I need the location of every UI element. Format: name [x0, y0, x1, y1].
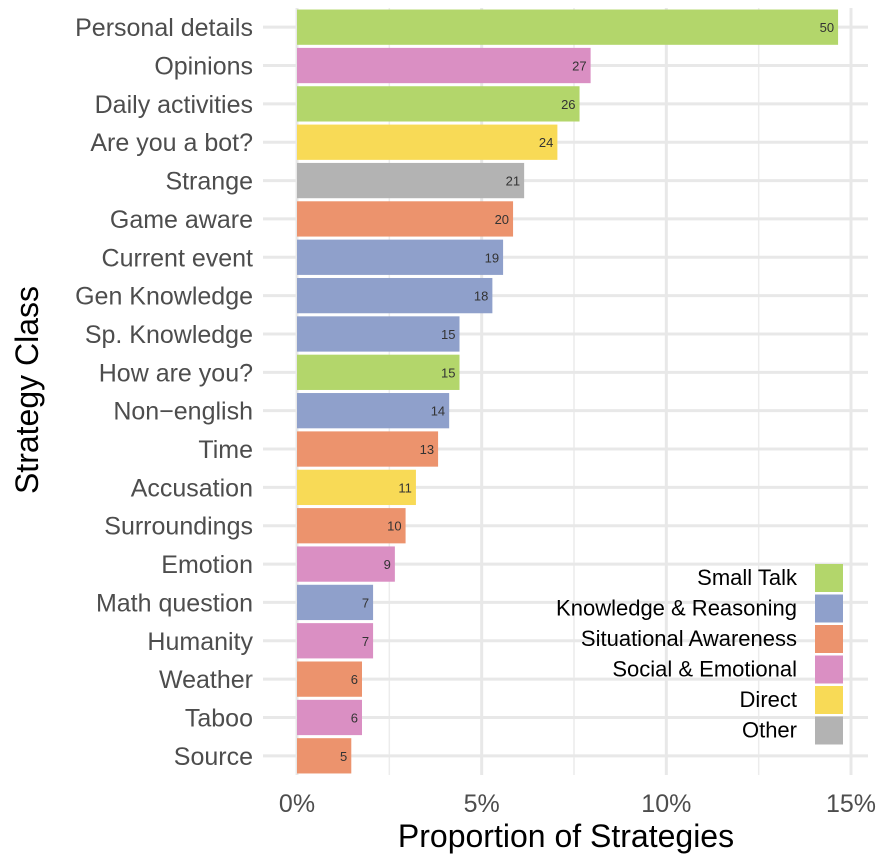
bar-value-label: 6	[351, 710, 358, 725]
legend-label: Situational Awareness	[581, 626, 797, 651]
bar-value-label: 11	[398, 480, 412, 495]
x-tick-label: 10%	[641, 790, 691, 818]
bar-weather	[297, 661, 363, 697]
legend-key	[815, 686, 843, 714]
bar-value-label: 9	[384, 557, 391, 572]
bar-value-label: 7	[362, 634, 369, 649]
bar-value-label: 15	[441, 365, 455, 380]
bar-value-label: 26	[561, 97, 575, 112]
legend-label: Other	[742, 718, 797, 743]
category-label: Gen Knowledge	[75, 283, 253, 311]
bar-value-label: 19	[485, 250, 499, 265]
bar-time	[297, 431, 439, 467]
bar-value-label: 14	[431, 404, 445, 419]
bar-value-label: 13	[420, 442, 434, 457]
bar-taboo	[297, 699, 363, 736]
bar-strange	[297, 162, 525, 199]
category-label: Are you a bot?	[90, 129, 253, 157]
bar-game-aware	[297, 201, 514, 237]
legend-label: Social & Emotional	[612, 657, 797, 682]
legend-label: Knowledge & Reasoning	[556, 596, 797, 621]
category-label: Weather	[159, 666, 253, 694]
category-label: Surroundings	[104, 513, 253, 541]
x-tick-label: 0%	[279, 790, 315, 818]
bar-value-label: 20	[495, 212, 509, 227]
legend-label: Small Talk	[697, 565, 798, 590]
bar-value-label: 5	[340, 749, 347, 764]
legend-key	[815, 564, 843, 592]
bar-daily-activities	[297, 86, 580, 122]
legend: Small Talk Knowledge & Reasoning Situation…	[556, 564, 843, 745]
bar-emotion	[297, 546, 395, 582]
category-label: Current event	[102, 244, 254, 272]
legend-key	[815, 625, 843, 653]
bar-opinions	[297, 47, 591, 84]
category-label: Non−english	[113, 398, 253, 426]
bar-surroundings	[297, 508, 406, 544]
category-label: Strange	[165, 168, 253, 196]
x-tick-labels: 0% 5% 10% 15%	[279, 790, 876, 818]
bar-accusation	[297, 469, 416, 506]
y-axis-title: Strategy Class	[9, 286, 45, 494]
bar-value-label: 18	[474, 289, 488, 304]
bar-personal-details	[297, 9, 839, 45]
category-label: Accusation	[131, 474, 253, 502]
category-label: Personal details	[75, 14, 253, 42]
x-tick-label: 15%	[826, 790, 876, 818]
bar-current-event	[297, 239, 504, 275]
legend-label: Direct	[740, 687, 797, 712]
legend-key	[815, 716, 843, 745]
bar-value-label: 15	[441, 327, 455, 342]
bars: 50 27 26 24 21 20 19 18 15 15 14 13 11 10 9 7 7 6 6 5	[297, 9, 839, 774]
category-label: Game aware	[110, 206, 253, 234]
x-axis-title: Proportion of Strategies	[398, 818, 734, 854]
bar-are-you-a-bot	[297, 124, 558, 160]
bar-how-are-you	[297, 354, 460, 390]
bar-value-label: 24	[539, 135, 553, 150]
category-label: Source	[174, 743, 253, 771]
bar-value-label: 27	[572, 59, 586, 74]
category-label: Humanity	[147, 628, 253, 656]
category-label: Daily activities	[95, 91, 253, 119]
legend-key	[815, 594, 843, 623]
category-labels: Personal details Opinions Daily activities…	[75, 14, 253, 771]
bar-value-label: 10	[387, 519, 401, 534]
bar-sp-knowledge	[297, 316, 460, 352]
category-label: Math question	[96, 589, 253, 617]
bar-math-question	[297, 584, 374, 621]
category-label: Opinions	[154, 53, 253, 81]
bar-value-label: 6	[351, 672, 358, 687]
bar-value-label: 7	[362, 595, 369, 610]
category-label: Time	[198, 436, 253, 464]
bar-non-english	[297, 393, 450, 429]
bar-source	[297, 738, 352, 774]
legend-key	[815, 655, 843, 684]
category-label: How are you?	[99, 359, 253, 387]
category-label: Emotion	[161, 551, 253, 579]
bar-humanity	[297, 623, 374, 659]
bar-gen-knowledge	[297, 277, 493, 314]
x-tick-label: 5%	[464, 790, 500, 818]
category-label: Sp. Knowledge	[85, 321, 253, 349]
category-label: Taboo	[185, 704, 253, 732]
bar-value-label: 50	[820, 20, 834, 35]
bar-value-label: 21	[506, 174, 520, 189]
